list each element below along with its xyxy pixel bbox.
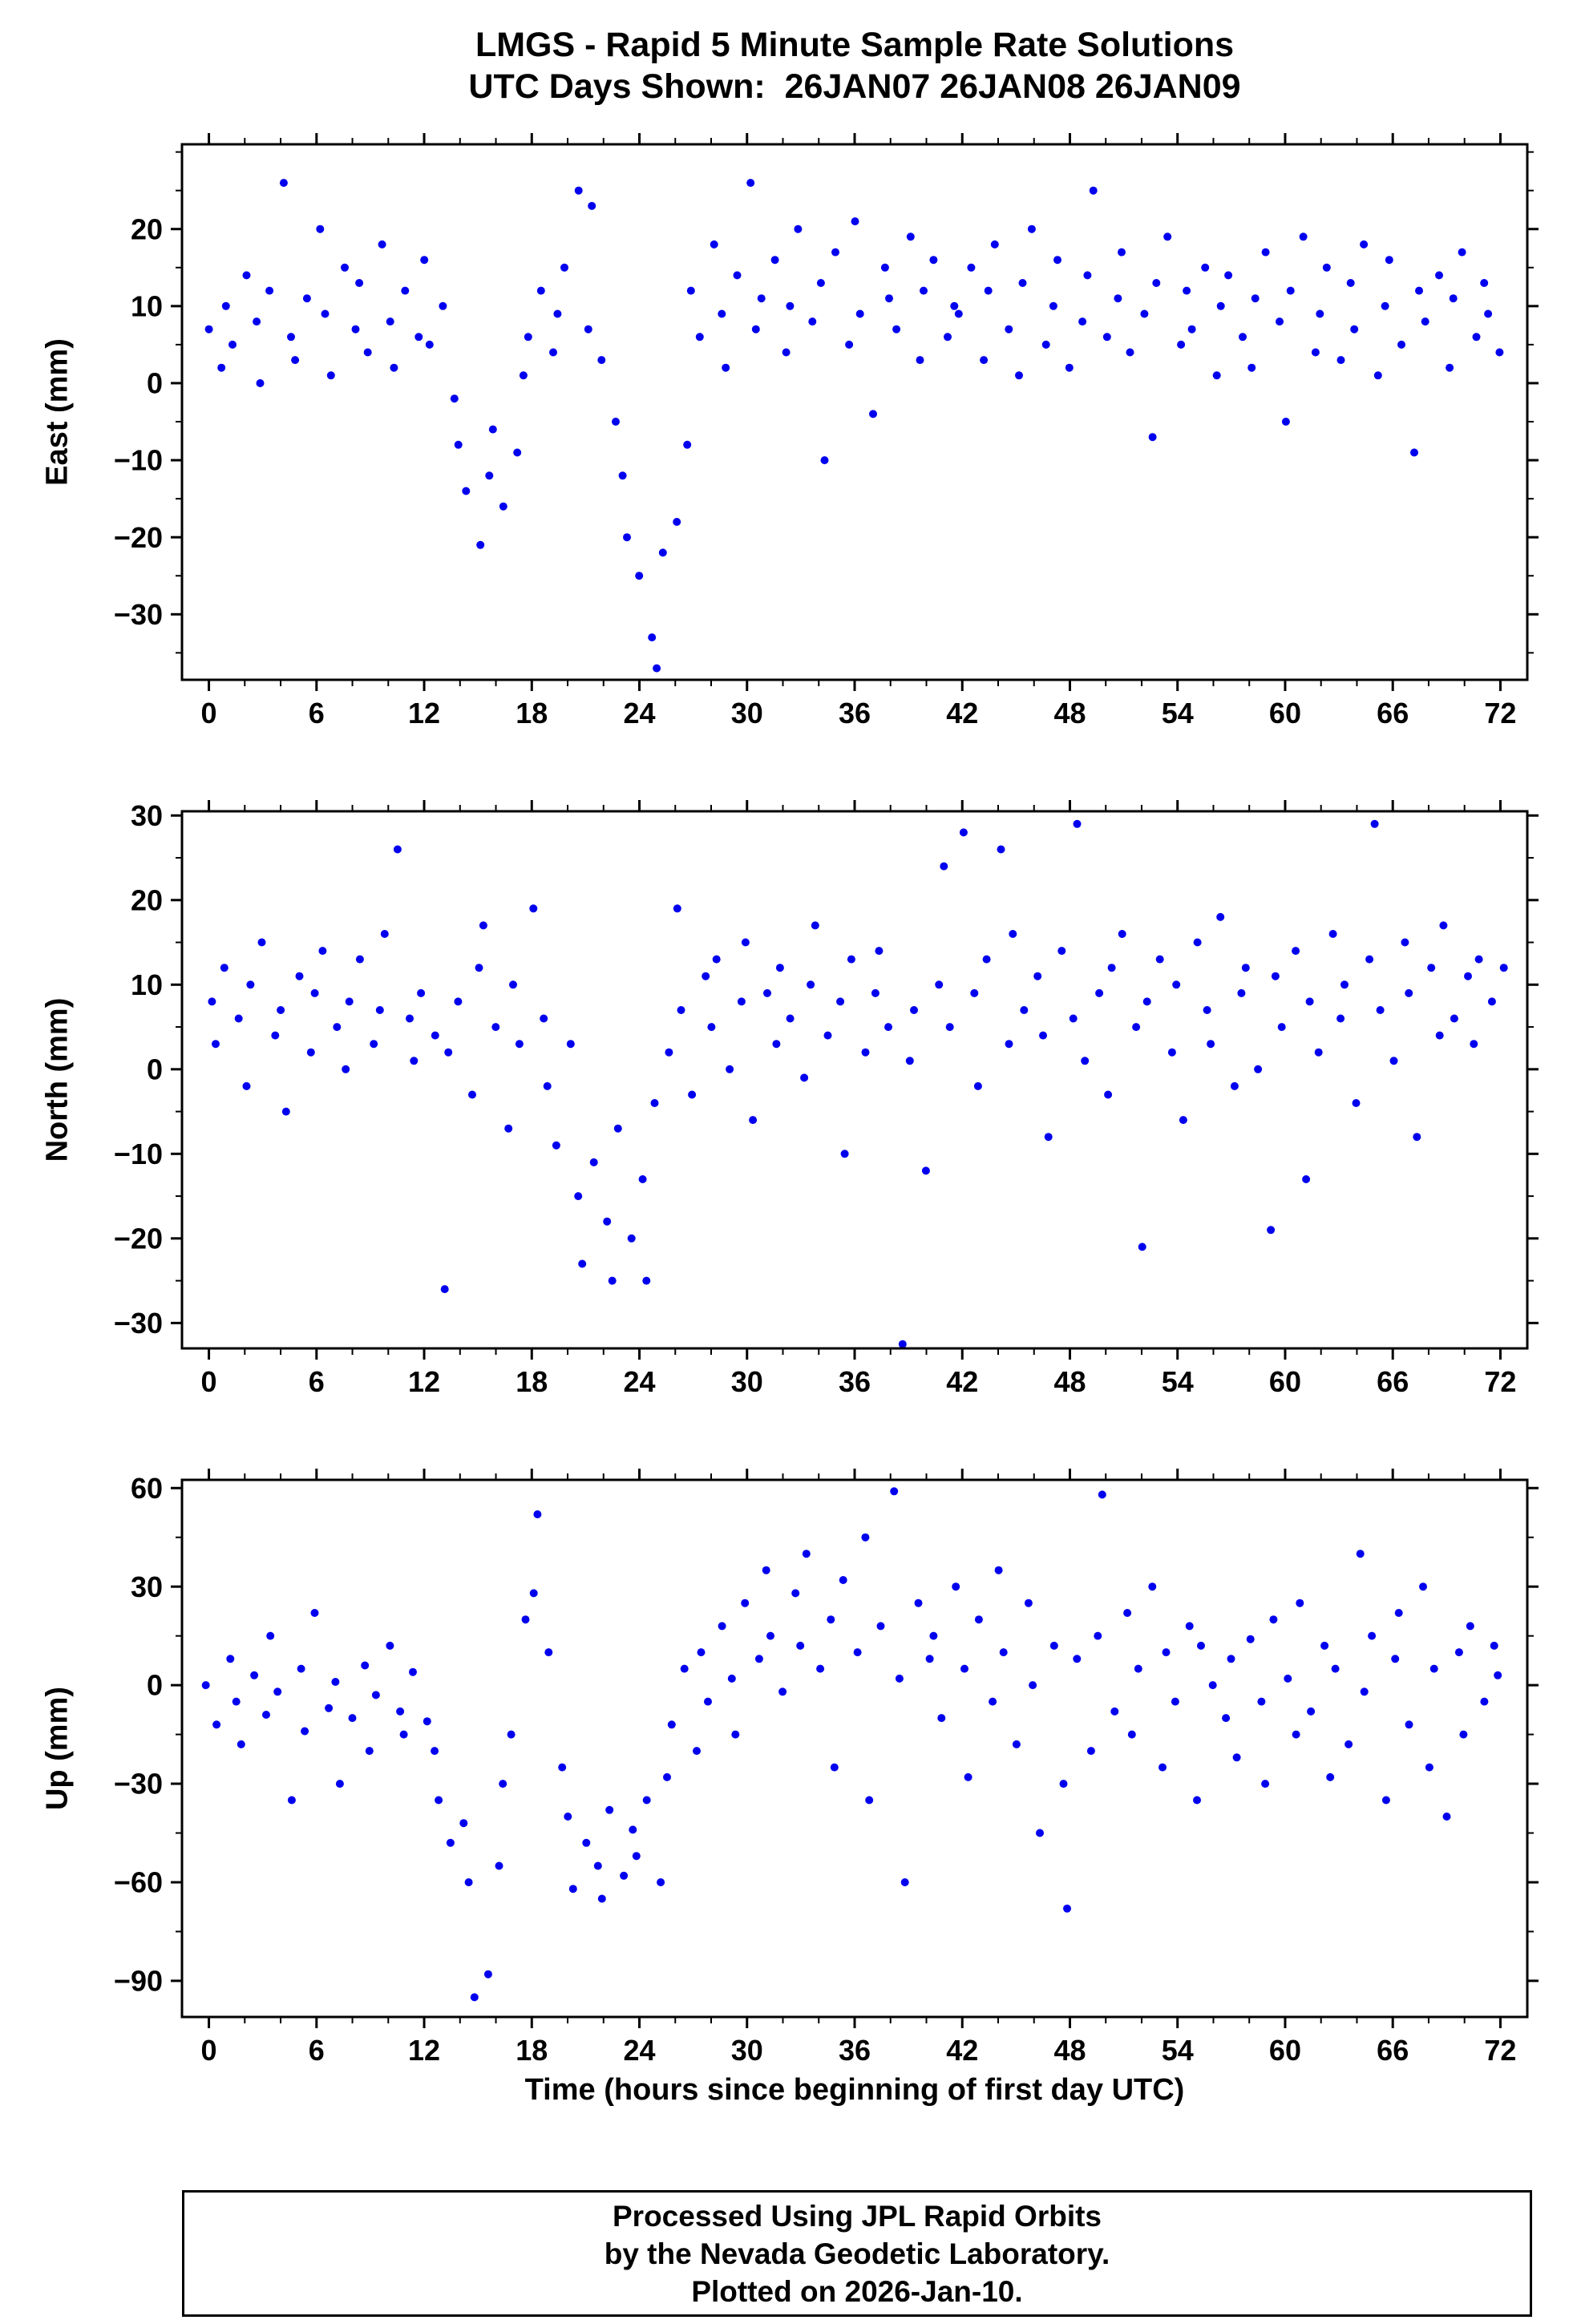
- x-tick-label: 48: [1053, 2034, 1086, 2067]
- y-tick-label: 0: [147, 367, 163, 400]
- x-tick-label: 18: [516, 697, 548, 730]
- x-tick-label: 60: [1269, 2034, 1301, 2067]
- x-tick-label: 24: [623, 2034, 655, 2067]
- footer-line2: by the Nevada Geodetic Laboratory.: [604, 2237, 1110, 2270]
- chart-title-line1: LMGS - Rapid 5 Minute Sample Rate Soluti…: [475, 26, 1235, 64]
- x-tick-label: 60: [1269, 1365, 1301, 1398]
- y-tick-label: 20: [131, 883, 163, 916]
- y-tick-labels: −90 −60 −30 0 30 60: [114, 1472, 163, 1998]
- panel-up: 0 6 12 18 24 30 36 42 48 54 60 66 72 −90 −60 −30 0 30 60: [114, 1469, 1539, 2067]
- footer-box: Processed Using JPL Rapid Orbits by the …: [182, 2190, 1532, 2317]
- y-tick-label: 10: [131, 289, 163, 322]
- x-tick-label: 60: [1269, 697, 1301, 730]
- x-tick-label: 0: [201, 2034, 217, 2067]
- x-tick-label: 12: [408, 1365, 440, 1398]
- y-axis-label-up: Up (mm): [40, 1686, 75, 1811]
- x-axis-label: Time (hours since beginning of first day…: [524, 2073, 1185, 2107]
- footer-line3: Plotted on 2026-Jan-10.: [691, 2274, 1023, 2308]
- y-tick-label: 30: [131, 1570, 163, 1603]
- x-tick-label: 42: [946, 2034, 978, 2067]
- scatter-points-north: [208, 819, 1508, 1348]
- x-tick-label: 24: [623, 1365, 655, 1398]
- y-tick-label: 30: [131, 799, 163, 832]
- y-axis-label-east: East (mm): [40, 338, 75, 486]
- y-tick-label: −20: [114, 1222, 163, 1255]
- x-tick-label: 0: [201, 1365, 217, 1398]
- scatter-points-east: [204, 179, 1504, 673]
- x-tick-label: 66: [1377, 2034, 1409, 2067]
- x-tick-label: 36: [839, 697, 871, 730]
- x-tick-label: 24: [623, 697, 655, 730]
- footer-line1: Processed Using JPL Rapid Orbits: [613, 2199, 1102, 2233]
- x-tick-label: 54: [1162, 1365, 1194, 1398]
- y-tick-label: 10: [131, 968, 163, 1001]
- panel-east: 0 6 12 18 24 30 36 42 48 54 60 66 72 −30 −20 −10 0 10 20: [114, 133, 1539, 730]
- x-tick-label: 6: [309, 2034, 325, 2067]
- panel-frame: [180, 810, 1529, 1350]
- scatter-points-up: [201, 1487, 1502, 2002]
- y-tick-label: −30: [114, 1307, 163, 1340]
- x-tick-label: 0: [201, 697, 217, 730]
- x-tick-label: 48: [1053, 697, 1086, 730]
- x-tick-label: 6: [309, 697, 325, 730]
- x-tick-labels: 0 6 12 18 24 30 36 42 48 54 60 66 72: [201, 1365, 1517, 1398]
- x-tick-label: 18: [516, 1365, 548, 1398]
- x-tick-label: 36: [839, 1365, 871, 1398]
- y-tick-labels: −30 −20 −10 0 10 20 30: [114, 799, 163, 1340]
- x-tick-labels: 0 6 12 18 24 30 36 42 48 54 60 66 72: [201, 697, 1517, 730]
- x-tick-label: 72: [1484, 1365, 1516, 1398]
- x-tick-label: 66: [1377, 697, 1409, 730]
- y-tick-label: −10: [114, 444, 163, 477]
- y-tick-label: −30: [114, 598, 163, 631]
- x-tick-label: 72: [1484, 2034, 1516, 2067]
- y-tick-label: −30: [114, 1768, 163, 1801]
- x-tick-label: 30: [731, 697, 763, 730]
- x-tick-label: 54: [1162, 697, 1194, 730]
- y-tick-label: 0: [147, 1669, 163, 1702]
- panel-north: 0 6 12 18 24 30 36 42 48 54 60 66 72 −30 −20 −10 0 10 20 30: [114, 799, 1539, 1398]
- x-tick-label: 72: [1484, 697, 1516, 730]
- y-tick-label: −90: [114, 1965, 163, 1998]
- x-tick-label: 30: [731, 2034, 763, 2067]
- y-tick-label: 60: [131, 1472, 163, 1505]
- x-tick-label: 6: [309, 1365, 325, 1398]
- x-tick-label: 36: [839, 2034, 871, 2067]
- x-tick-label: 42: [946, 1365, 978, 1398]
- x-tick-label: 66: [1377, 1365, 1409, 1398]
- y-axis-label-north: North (mm): [40, 997, 75, 1162]
- y-tick-label: 0: [147, 1053, 163, 1085]
- x-tick-label: 30: [731, 1365, 763, 1398]
- y-tick-label: −60: [114, 1866, 163, 1899]
- y-tick-label: −20: [114, 521, 163, 554]
- y-tick-label: 20: [131, 212, 163, 245]
- x-tick-label: 12: [408, 697, 440, 730]
- x-tick-label: 12: [408, 2034, 440, 2067]
- panel-frame: [180, 1478, 1529, 2019]
- chart-title-line2: UTC Days Shown: 26JAN07 26JAN08 26JAN09: [468, 67, 1241, 106]
- y-tick-label: −10: [114, 1138, 163, 1170]
- x-tick-label: 54: [1162, 2034, 1194, 2067]
- panel-frame: [180, 143, 1529, 681]
- x-tick-label: 42: [946, 697, 978, 730]
- y-tick-labels: −30 −20 −10 0 10 20: [114, 212, 163, 631]
- x-tick-label: 48: [1053, 1365, 1086, 1398]
- x-tick-labels: 0 6 12 18 24 30 36 42 48 54 60 66 72: [201, 2034, 1517, 2067]
- x-tick-label: 18: [516, 2034, 548, 2067]
